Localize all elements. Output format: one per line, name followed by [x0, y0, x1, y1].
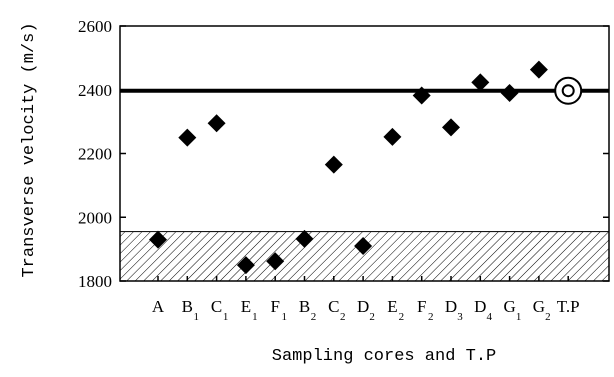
data-marks: [149, 60, 583, 275]
x-tick-label-subscript: 2: [311, 311, 317, 323]
y-axis-title: Transverse velocity (m/s): [20, 22, 39, 277]
diamond-point: [324, 155, 343, 174]
x-tick-label: A: [152, 297, 165, 316]
x-tick-label-subscript: 1: [194, 311, 200, 323]
x-tick-label: F: [270, 297, 279, 316]
x-tick-label-subscript: 2: [428, 311, 434, 323]
x-tick-label: D: [357, 297, 369, 316]
x-tick-label: F: [417, 297, 426, 316]
x-tick-label-subscript: 1: [223, 311, 229, 323]
y-axis: 1800 2000 2200 2400 2600: [78, 17, 609, 291]
diamond-point: [383, 127, 402, 146]
x-tick-label: D: [445, 297, 457, 316]
bullseye-point-inner: [561, 84, 575, 98]
diamond-point: [500, 83, 519, 102]
x-tick-label: G: [503, 297, 515, 316]
y-tick-label: 2400: [78, 81, 112, 100]
diamond-point: [236, 256, 255, 275]
x-tick-label: B: [182, 297, 193, 316]
x-tick-label: E: [387, 297, 397, 316]
diamond-point: [149, 230, 167, 249]
diamond-point: [207, 114, 226, 133]
x-tick-label-subscript: 4: [487, 311, 493, 323]
x-tick-label: E: [241, 297, 251, 316]
diamond-point: [354, 236, 373, 255]
x-tick-label: C: [328, 297, 339, 316]
x-axis-title: Sampling cores and T.P: [272, 347, 496, 366]
x-tick-label-subscript: 1: [281, 311, 287, 323]
x-tick-label-subscript: 2: [340, 311, 346, 323]
x-tick-label: B: [299, 297, 310, 316]
x-tick-label: D: [474, 297, 486, 316]
diamond-point: [266, 252, 285, 271]
x-tick-label: C: [211, 297, 222, 316]
diamond-point: [178, 128, 197, 147]
diamond-point: [529, 60, 548, 79]
y-tick-label: 1800: [78, 272, 112, 291]
x-tick-label-subscript: 3: [457, 311, 463, 323]
x-tick-label-subscript: 2: [545, 311, 551, 323]
diamond-point: [442, 118, 460, 137]
y-tick-label: 2600: [78, 17, 112, 36]
x-tick-label: T.P: [557, 297, 580, 316]
diamond-point: [412, 86, 431, 105]
y-tick-label: 2200: [78, 145, 112, 164]
x-tick-label-subscript: 2: [399, 311, 405, 323]
diamond-point: [471, 73, 490, 92]
diamond-point: [295, 229, 314, 248]
x-tick-label-subscript: 1: [252, 311, 258, 323]
y-tick-label: 2000: [78, 208, 112, 227]
x-tick-label-subscript: 1: [516, 311, 522, 323]
x-tick-label: G: [533, 297, 545, 316]
x-tick-label-subscript: 2: [369, 311, 375, 323]
